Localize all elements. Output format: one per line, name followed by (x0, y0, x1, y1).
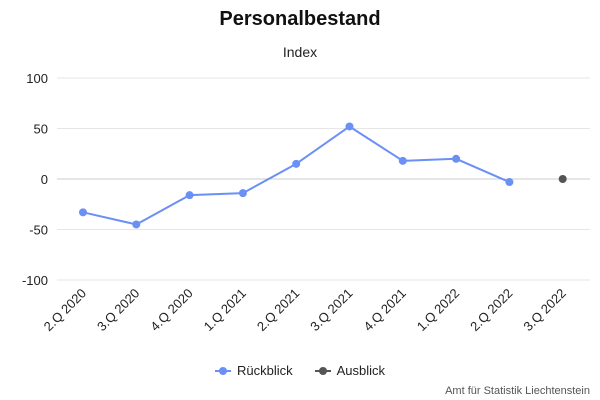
data-point (79, 208, 87, 217)
source-credit[interactable]: Amt für Statistik Liechtenstein (445, 385, 590, 397)
x-tick-label: 2.Q 2020 (41, 286, 89, 334)
y-tick-label: 0 (41, 172, 48, 187)
legend-swatch-ausblick (314, 366, 331, 376)
x-tick-label: 2.Q 2021 (254, 286, 302, 334)
x-tick-label: 4.Q 2020 (147, 286, 195, 334)
y-tick-label: 50 (34, 122, 48, 137)
data-point (185, 191, 194, 200)
y-axis-ticks: 100 50 0 -50 -100 (22, 71, 48, 288)
data-point (238, 189, 247, 198)
legend-item-ausblick[interactable]: Ausblick (314, 363, 386, 378)
data-point (398, 156, 407, 165)
series-line (82, 125, 510, 226)
legend-label-ausblick: Ausblick (336, 363, 386, 378)
y-tick-label: -100 (22, 273, 48, 288)
x-axis-ticks: 2.Q 2020 3.Q 2020 4.Q 2020 1.Q 2021 2.Q 2021… (41, 286, 569, 334)
x-tick-label: 2.Q 2022 (467, 286, 515, 334)
data-point (132, 220, 141, 229)
legend-label-rueckblick: Rückblick (236, 363, 293, 378)
x-tick-label: 1.Q 2022 (414, 286, 462, 334)
x-tick-label: 1.Q 2021 (201, 286, 249, 334)
data-point (292, 159, 301, 168)
legend-swatch-rueckblick (214, 366, 231, 376)
data-point (558, 175, 567, 183)
x-tick-label: 3.Q 2020 (94, 286, 142, 334)
y-tick-label: 100 (26, 71, 48, 86)
chart-title: Personalbestand (219, 8, 381, 30)
chart-subtitle: Index (282, 44, 318, 60)
legend: Rückblick Ausblick (0, 363, 600, 378)
y-tick-label: -50 (29, 223, 48, 238)
data-point (452, 154, 461, 163)
x-tick-label: 4.Q 2021 (360, 286, 408, 334)
legend-item-rueckblick[interactable]: Rückblick (214, 363, 293, 378)
data-point (505, 178, 514, 187)
data-point (345, 122, 354, 131)
series-layer (79, 122, 567, 229)
x-tick-label: 3.Q 2021 (307, 286, 355, 334)
x-tick-label: 3.Q 2022 (520, 286, 568, 334)
